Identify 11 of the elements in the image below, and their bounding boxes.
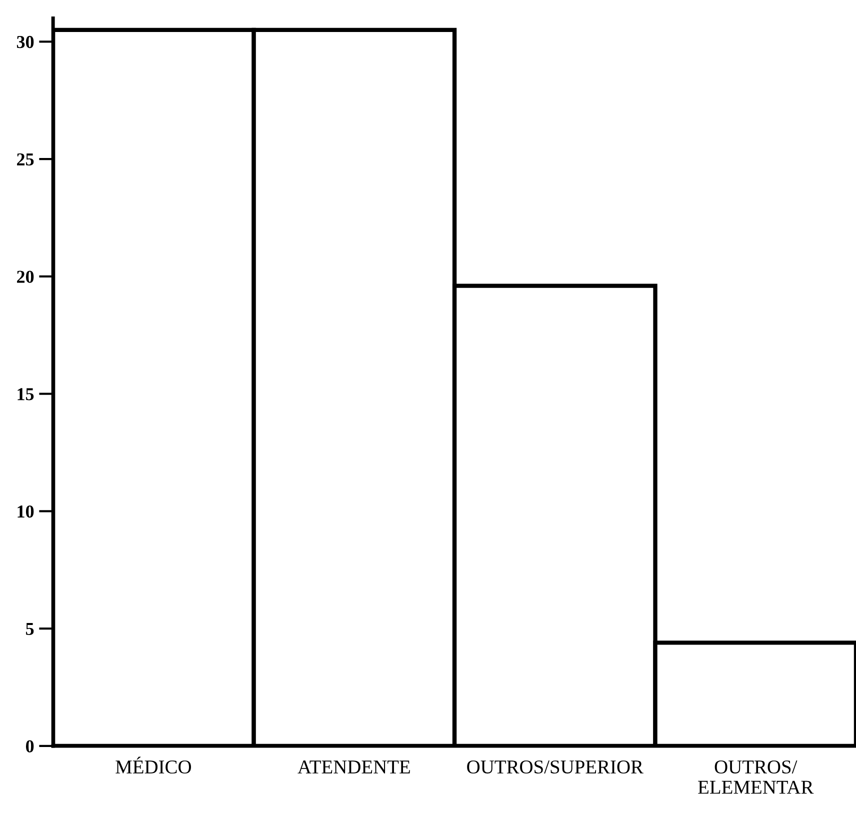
y-tick-label: 30 bbox=[16, 36, 34, 48]
y-tick-label: 5 bbox=[26, 623, 34, 636]
x-tick-label: MÉDICO bbox=[116, 756, 191, 774]
y-tick-label: 15 bbox=[18, 388, 34, 400]
x-tick-label: OUTROS/ ELEMENTAR bbox=[698, 760, 814, 794]
x-tick-label: OUTROS/SUPERIOR bbox=[467, 760, 644, 774]
y-tick-label: 10 bbox=[18, 505, 34, 518]
y-tick-label: 20 bbox=[17, 270, 34, 283]
y-tick-label: 25 bbox=[17, 153, 34, 166]
y-tick-label: 0 bbox=[26, 740, 34, 752]
x-tick-label: ATENDENTE bbox=[298, 760, 410, 774]
